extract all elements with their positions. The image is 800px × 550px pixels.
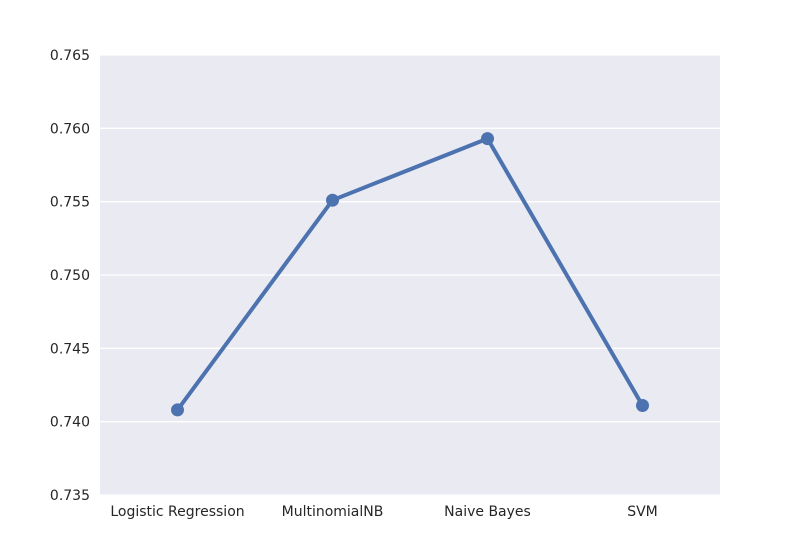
series-line [175,136,645,412]
x-tick-label: SVM [627,504,658,520]
y-tick-label: 0.750 [50,268,90,284]
data-point [326,193,339,207]
y-tick-label: 0.735 [50,488,90,504]
y-tick-label: 0.765 [50,48,90,64]
x-axis-ticks: Logistic Regression MultinomialNB Naive Ba… [110,504,657,520]
y-tick-label: 0.745 [50,341,90,357]
series-group [171,132,649,417]
x-tick-label: Naive Bayes [444,504,531,520]
x-tick-label: MultinomialNB [282,504,384,520]
y-tick-label: 0.760 [50,121,90,137]
x-tick-label: Logistic Regression [110,504,244,520]
y-tick-label: 0.740 [50,415,90,431]
data-point [481,132,494,146]
y-tick-label: 0.755 [50,195,90,211]
data-point [171,403,184,417]
data-point [636,399,649,413]
y-axis-ticks: 0.735 0.740 0.745 0.750 0.755 0.760 0.765 [50,48,90,504]
grid-lines [100,54,720,496]
